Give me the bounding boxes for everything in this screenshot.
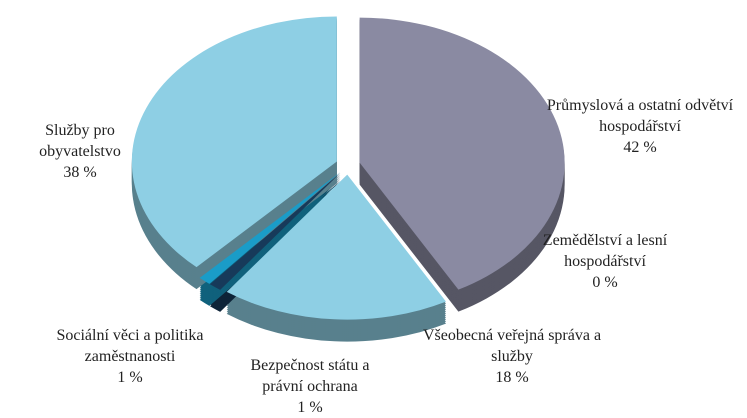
slice-side [353, 177, 453, 305]
slice-side [353, 175, 453, 303]
slice [131, 16, 337, 268]
slice-label: Zemědělství a lesní hospodářství 0 % [530, 230, 680, 293]
slice [199, 172, 341, 284]
value-label: 18 % [495, 369, 529, 386]
slice [353, 173, 453, 301]
value-label: 42 % [623, 139, 657, 156]
slice-label: Bezpečnost státu a právní ochrana 1 % [230, 355, 390, 418]
slice-label: Sociální věci a politika zaměstnanosti 1 … [15, 325, 245, 388]
value-label: 38 % [63, 164, 97, 181]
value-label: 0 % [592, 274, 618, 291]
slice [359, 17, 565, 290]
slice-side [353, 181, 453, 309]
category-label: Zemědělství a lesní hospodářství [542, 232, 668, 270]
category-label: Průmyslová a ostatní odvětví hospodářstv… [546, 97, 734, 135]
category-label: Bezpečnost státu a právní ochrana [250, 357, 370, 395]
slice-side [353, 179, 453, 307]
slice-label: Služby pro obyvatelstvo 38 % [5, 120, 155, 183]
slice [226, 174, 447, 320]
slice [209, 172, 341, 290]
value-label: 1 % [117, 369, 143, 386]
value-label: 1 % [297, 399, 323, 416]
category-label: Služby pro obyvatelstvo [39, 122, 121, 160]
slice-label: Všeobecná veřejná správa a služby 18 % [417, 325, 607, 388]
category-label: Sociální věci a politika zaměstnanosti [56, 327, 204, 365]
slice-label: Průmyslová a ostatní odvětví hospodářstv… [545, 95, 735, 158]
category-label: Všeobecná veřejná správa a služby [422, 327, 602, 365]
